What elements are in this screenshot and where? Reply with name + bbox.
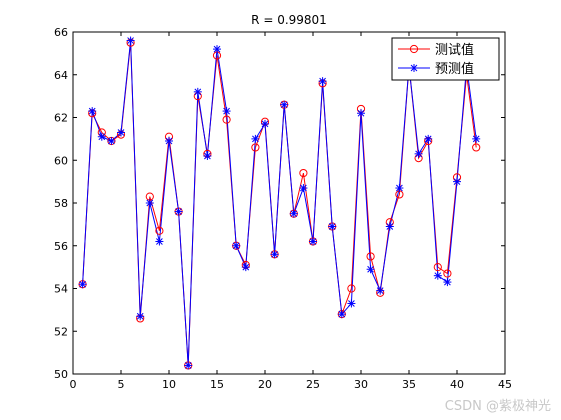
- chart-title: R = 0.99801: [251, 13, 327, 27]
- data-point-predicted: [366, 265, 375, 274]
- legend-marker: [409, 44, 419, 54]
- legend-label: 测试值: [435, 42, 474, 58]
- data-point-test: [299, 168, 308, 178]
- legend-marker: [410, 64, 418, 72]
- legend-label: 预测值: [435, 61, 474, 77]
- x-tick-label: 20: [258, 378, 272, 391]
- x-tick-label: 25: [306, 378, 320, 391]
- data-point-predicted: [145, 199, 154, 207]
- data-point-predicted: [472, 134, 481, 143]
- data-point-predicted: [97, 132, 106, 141]
- data-point-predicted: [241, 263, 250, 272]
- data-point-predicted: [117, 128, 125, 137]
- legend-box: [391, 37, 500, 81]
- y-tick-label: 54: [54, 283, 68, 296]
- data-point-test: [347, 284, 356, 293]
- data-point-test: [155, 226, 164, 235]
- data-point-predicted: [318, 77, 327, 86]
- data-point-predicted: [328, 222, 337, 231]
- data-point-test: [251, 143, 260, 152]
- x-tick-label: 15: [210, 378, 224, 391]
- y-tick-label: 50: [54, 368, 68, 381]
- data-point-test: [222, 115, 231, 124]
- data-point-predicted: [165, 137, 173, 146]
- data-point-predicted: [222, 107, 231, 116]
- x-tick-label: 30: [354, 378, 368, 391]
- data-point-test: [433, 263, 442, 272]
- y-tick-label: 62: [54, 112, 68, 125]
- data-point-predicted: [184, 361, 193, 370]
- data-point-predicted: [347, 299, 356, 308]
- y-tick-label: 58: [54, 197, 68, 210]
- data-point-predicted: [299, 184, 308, 193]
- data-point-predicted: [289, 209, 298, 218]
- data-point-predicted: [414, 149, 423, 158]
- data-point-predicted: [309, 237, 317, 246]
- data-point-predicted: [174, 207, 183, 216]
- data-point-predicted: [261, 119, 269, 128]
- y-tick-label: 66: [54, 26, 68, 39]
- y-tick-label: 52: [54, 325, 68, 338]
- x-tick-label: 45: [498, 378, 512, 391]
- y-tick-label: 64: [54, 69, 68, 82]
- data-point-predicted: [385, 222, 394, 231]
- data-point-predicted: [433, 271, 442, 280]
- data-point-predicted: [280, 100, 289, 109]
- plot-area: [72, 31, 506, 375]
- data-point-predicted: [376, 286, 385, 295]
- data-point-predicted: [203, 151, 212, 160]
- x-tick-label: 40: [450, 378, 464, 391]
- data-point-predicted: [453, 177, 461, 186]
- data-point-predicted: [424, 134, 433, 143]
- x-tick-label: 0: [70, 378, 77, 391]
- data-point-test: [472, 143, 481, 152]
- data-point-test: [366, 252, 375, 261]
- data-point-predicted: [357, 109, 365, 118]
- series-line-predicted: [82, 40, 477, 366]
- data-point-predicted: [126, 36, 135, 45]
- x-tick-label: 10: [162, 378, 176, 391]
- data-point-predicted: [136, 312, 145, 321]
- data-point-predicted: [270, 250, 279, 259]
- x-tick-label: 35: [402, 378, 416, 391]
- data-point-predicted: [107, 137, 116, 146]
- data-point-predicted: [193, 87, 202, 96]
- data-point-predicted: [232, 241, 241, 250]
- y-axis: 50 52 54 56 58 60 62 64 66: [54, 26, 505, 381]
- x-axis: 0 5 10 15 20 25 30 35 40 45: [70, 32, 512, 391]
- data-point-predicted: [251, 134, 260, 143]
- data-point-predicted: [78, 280, 87, 289]
- y-tick-label: 56: [54, 240, 68, 253]
- data-point-test: [443, 269, 452, 278]
- data-point-predicted: [337, 310, 346, 319]
- data-point-predicted: [443, 278, 452, 287]
- x-tick-label: 5: [118, 378, 125, 391]
- data-point-predicted: [213, 45, 221, 54]
- y-tick-label: 60: [54, 154, 68, 167]
- data-point-predicted: [88, 107, 97, 116]
- data-point-predicted: [155, 237, 164, 246]
- data-point-predicted: [395, 184, 404, 193]
- watermark: CSDN @紫极神光: [444, 399, 551, 414]
